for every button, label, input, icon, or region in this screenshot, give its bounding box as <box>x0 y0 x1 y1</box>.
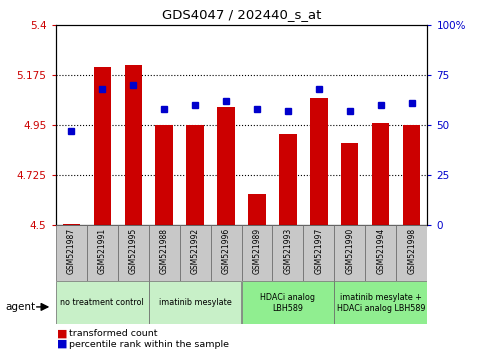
Text: GSM521996: GSM521996 <box>222 228 230 274</box>
Bar <box>311 98 327 225</box>
Bar <box>86 225 117 281</box>
Text: GSM521994: GSM521994 <box>376 228 385 274</box>
Text: GSM521993: GSM521993 <box>284 228 293 274</box>
Bar <box>56 281 149 324</box>
Bar <box>149 281 242 324</box>
Text: GSM521992: GSM521992 <box>190 228 199 274</box>
Text: agent: agent <box>6 302 36 312</box>
Bar <box>397 225 427 281</box>
Bar <box>217 107 235 225</box>
Text: transformed count: transformed count <box>69 329 157 338</box>
Text: GSM521995: GSM521995 <box>128 228 138 274</box>
Title: GDS4047 / 202440_s_at: GDS4047 / 202440_s_at <box>162 8 321 21</box>
Text: HDACi analog
LBH589: HDACi analog LBH589 <box>260 293 315 313</box>
Bar <box>366 225 397 281</box>
Text: GSM521989: GSM521989 <box>253 228 261 274</box>
Bar <box>334 225 366 281</box>
Bar <box>125 65 142 225</box>
Bar <box>303 225 334 281</box>
Bar <box>186 125 203 225</box>
Text: GSM521991: GSM521991 <box>98 228 107 274</box>
Bar <box>280 134 297 225</box>
Text: percentile rank within the sample: percentile rank within the sample <box>69 339 228 349</box>
Bar <box>372 122 389 225</box>
Bar <box>248 194 266 225</box>
Bar <box>149 225 180 281</box>
Bar <box>180 225 211 281</box>
Bar <box>334 281 427 324</box>
Bar <box>272 225 303 281</box>
Bar <box>242 225 272 281</box>
Bar <box>242 281 334 324</box>
Bar <box>117 225 149 281</box>
Text: ■: ■ <box>57 329 68 338</box>
Bar <box>156 125 172 225</box>
Text: GSM521988: GSM521988 <box>159 228 169 274</box>
Bar <box>62 224 80 225</box>
Text: GSM521987: GSM521987 <box>67 228 75 274</box>
Bar <box>56 225 86 281</box>
Text: GSM521998: GSM521998 <box>408 228 416 274</box>
Bar <box>403 125 421 225</box>
Bar <box>211 225 242 281</box>
Text: ■: ■ <box>57 339 68 349</box>
Text: GSM521990: GSM521990 <box>345 228 355 274</box>
Bar <box>341 143 358 225</box>
Text: imatinib mesylate +
HDACi analog LBH589: imatinib mesylate + HDACi analog LBH589 <box>337 293 425 313</box>
Text: imatinib mesylate: imatinib mesylate <box>158 298 231 307</box>
Text: no treatment control: no treatment control <box>60 298 144 307</box>
Text: GSM521997: GSM521997 <box>314 228 324 274</box>
Bar <box>94 67 111 225</box>
